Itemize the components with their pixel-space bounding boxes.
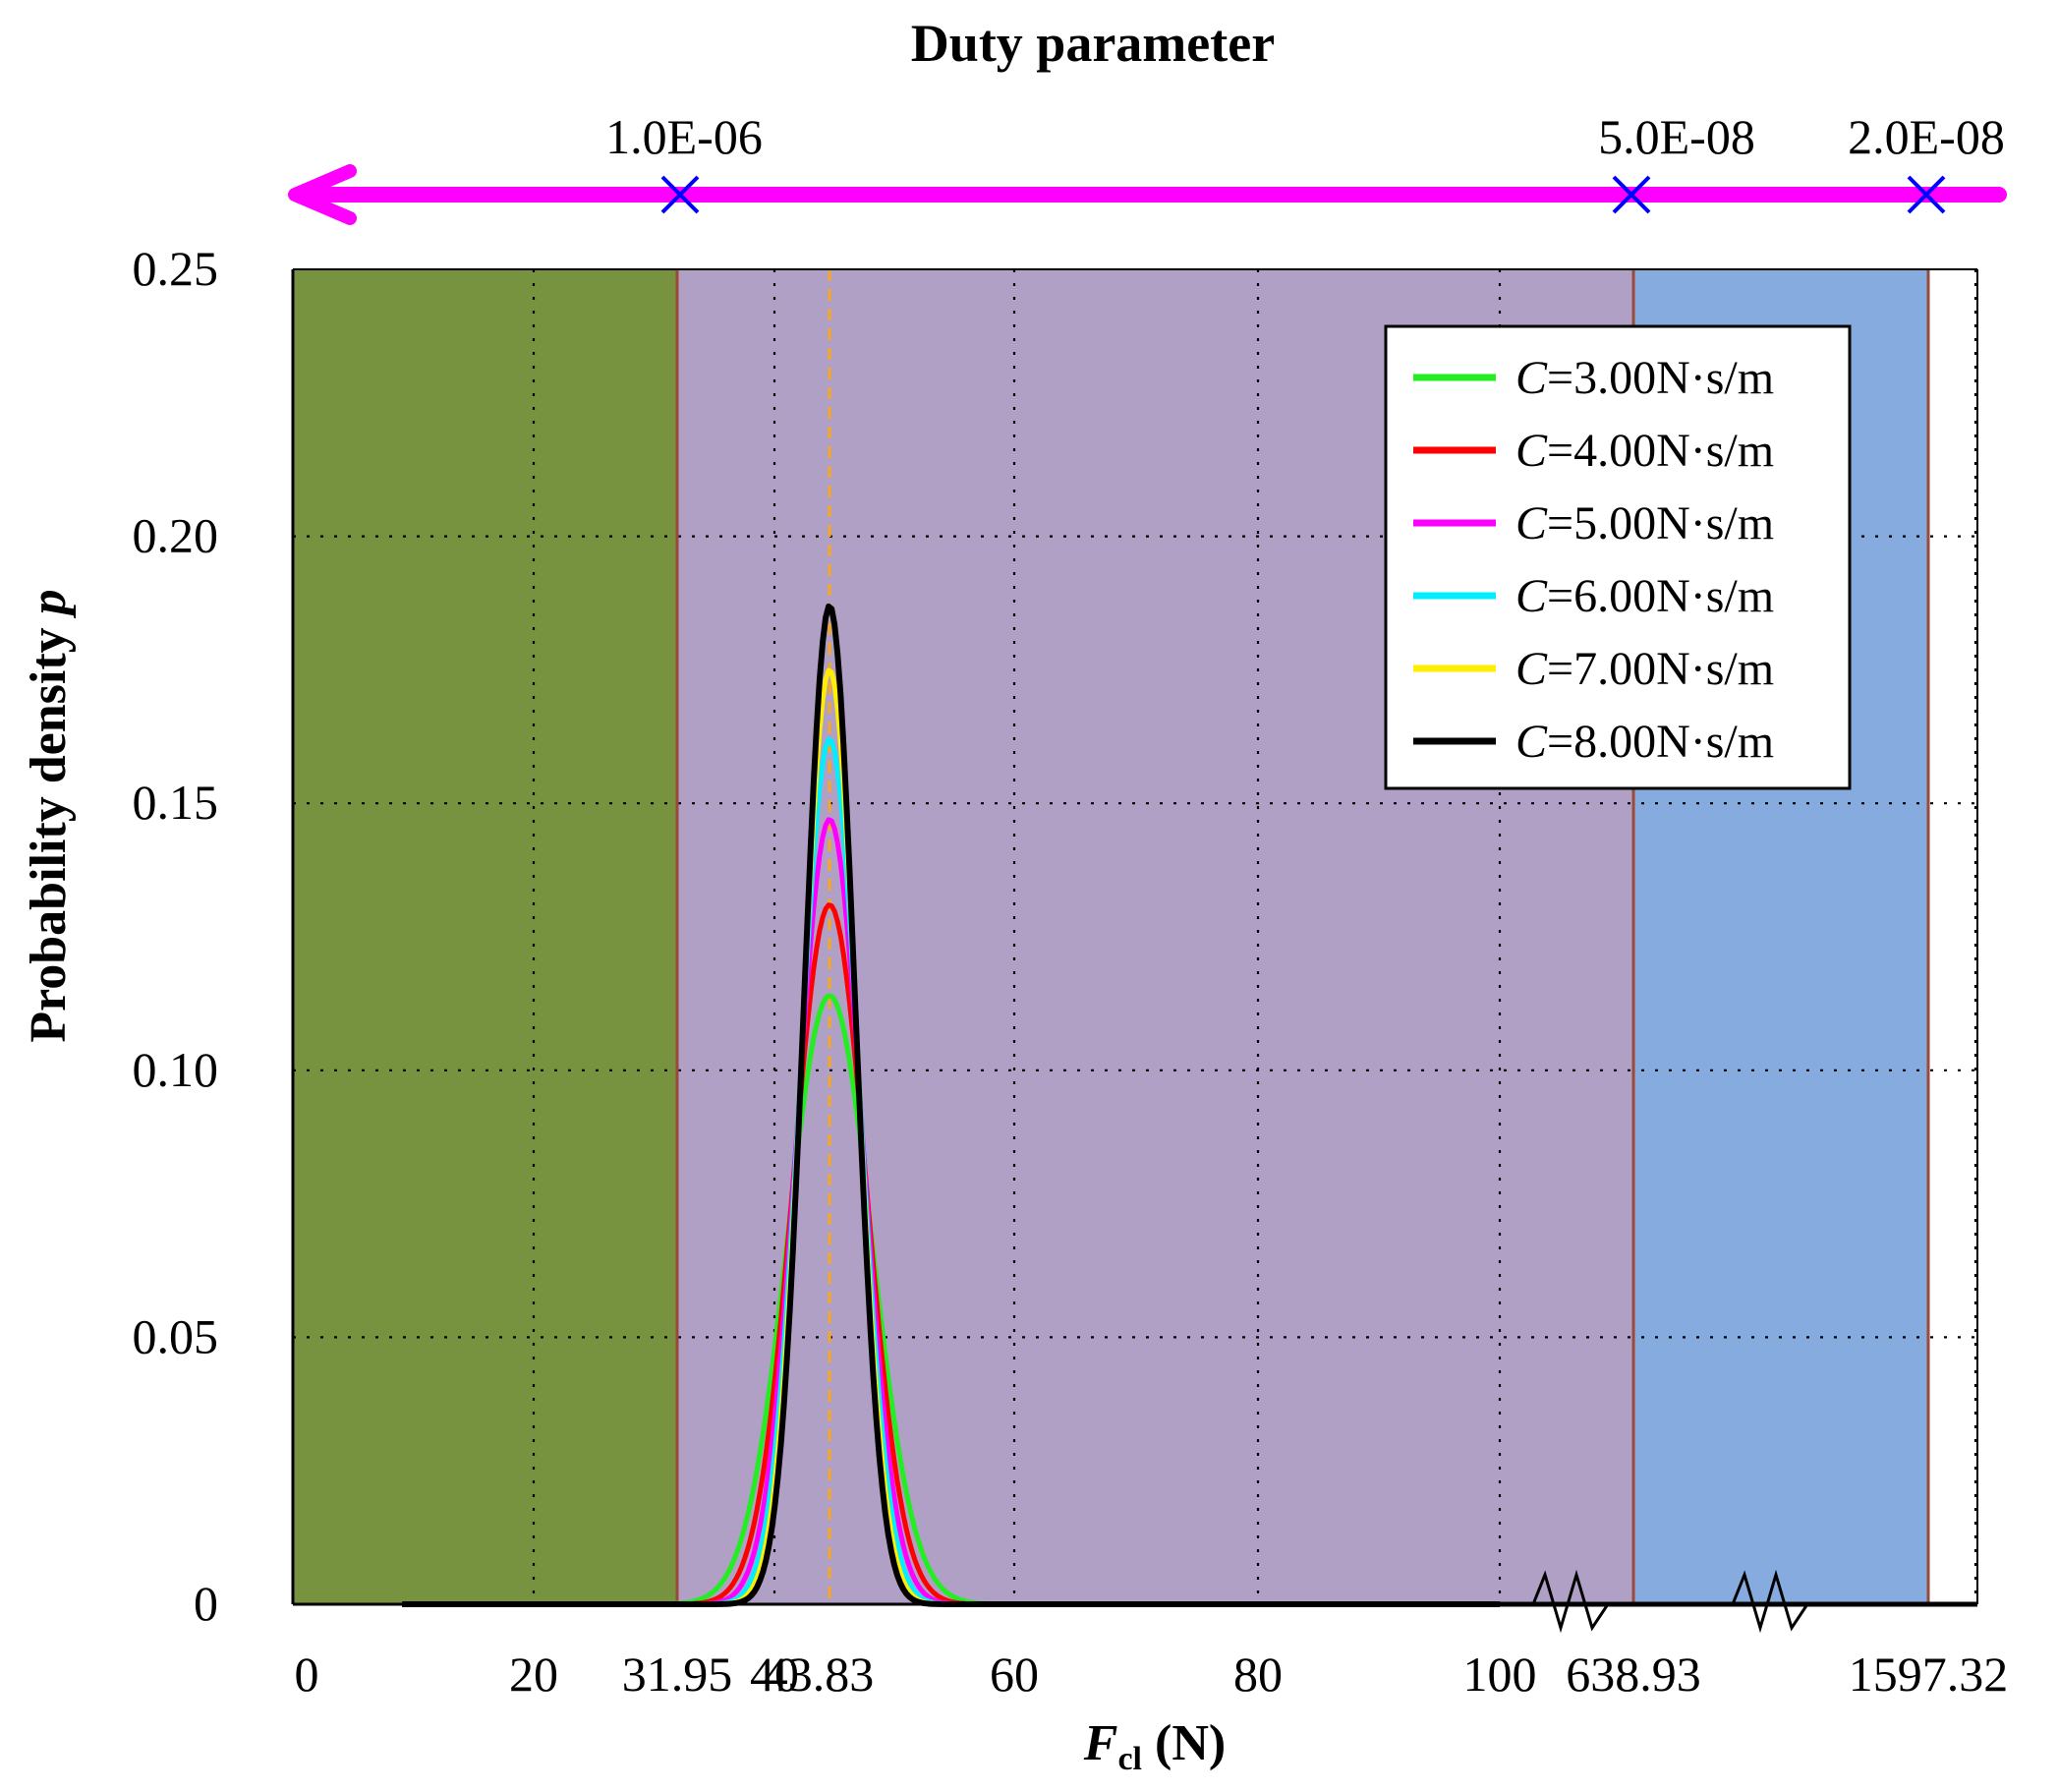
legend-var: C: [1515, 352, 1548, 404]
x-tick-label: 60: [990, 1647, 1039, 1702]
duty-marker-1: [660, 175, 700, 214]
x-tick-label: 0: [295, 1647, 319, 1702]
x-tick-label: 100: [1463, 1647, 1537, 1702]
x-axis-unit: (N): [1142, 1715, 1226, 1771]
axis-breaks: [1531, 1569, 1809, 1634]
legend-label-3: C=5.00N·s/m: [1515, 497, 1774, 549]
x-tick-label: 43.83: [764, 1647, 875, 1702]
x-tick-label: 638.93: [1566, 1647, 1701, 1702]
duty-marker-3: [1907, 175, 1946, 214]
legend-var: C: [1515, 570, 1548, 622]
duty-arrow-head: [288, 164, 357, 225]
chart-title: Duty parameter: [911, 14, 1275, 73]
legend-value: =6.00N·s/m: [1547, 570, 1774, 622]
legend-label-2: C=4.00N·s/m: [1515, 425, 1774, 477]
x-tick-label: 80: [1233, 1647, 1283, 1702]
y-axis-main: Probability density: [21, 614, 77, 1042]
legend-var: C: [1515, 497, 1548, 549]
legend-var: C: [1515, 716, 1548, 768]
x-tick-label: 1597.32: [1849, 1647, 2009, 1702]
duty-mark-label: 1.0E-06: [605, 109, 763, 164]
region-1: [293, 269, 677, 1604]
y-tick-label: 0.15: [133, 775, 219, 830]
y-tick-label: 0: [194, 1576, 218, 1631]
legend-value: =8.00N·s/m: [1547, 716, 1774, 768]
legend-box: [1384, 324, 1852, 790]
duty-parameter-axis: 1.0E-06 5.0E-08 2.0E-08: [288, 109, 2007, 225]
legend-label-4: C=6.00N·s/m: [1515, 570, 1774, 622]
legend-value: =3.00N·s/m: [1547, 352, 1774, 404]
axis-break-1: [1531, 1569, 1610, 1634]
legend-var: C: [1515, 643, 1548, 695]
axes: [291, 268, 1978, 1606]
axis-break-2: [1731, 1569, 1809, 1634]
x-tick-label: 20: [509, 1647, 558, 1702]
x-axis-title: Fcl (N): [1083, 1715, 1226, 1777]
y-tick-label: 0.25: [133, 241, 219, 296]
legend: C=3.00N·s/mC=4.00N·s/mC=5.00N·s/mC=6.00N…: [1384, 324, 1852, 790]
legend-value: =7.00N·s/m: [1547, 643, 1774, 695]
legend-label-5: C=7.00N·s/m: [1515, 643, 1774, 695]
legend-var: C: [1515, 425, 1548, 477]
y-axis-var: p: [21, 589, 77, 618]
legend-value: =5.00N·s/m: [1547, 497, 1774, 549]
y-tick-label: 0.10: [133, 1042, 219, 1097]
y-tick-label: 0.05: [133, 1308, 219, 1363]
x-tick-label: 40: [750, 1647, 799, 1702]
duty-marker-2: [1612, 175, 1651, 214]
legend-label-6: C=8.00N·s/m: [1515, 716, 1774, 768]
x-tick-label: 31.95: [622, 1647, 733, 1702]
x-axis-sub: cl: [1117, 1741, 1142, 1777]
duty-mark-label: 5.0E-08: [1598, 109, 1755, 164]
legend-label-1: C=3.00N·s/m: [1515, 352, 1774, 404]
y-axis-title: Probability density p: [21, 589, 77, 1042]
legend-value: =4.00N·s/m: [1547, 425, 1774, 477]
x-axis-var: F: [1083, 1715, 1118, 1771]
duty-mark-label: 2.0E-08: [1848, 109, 2005, 164]
y-tick-label: 0.20: [133, 508, 219, 563]
